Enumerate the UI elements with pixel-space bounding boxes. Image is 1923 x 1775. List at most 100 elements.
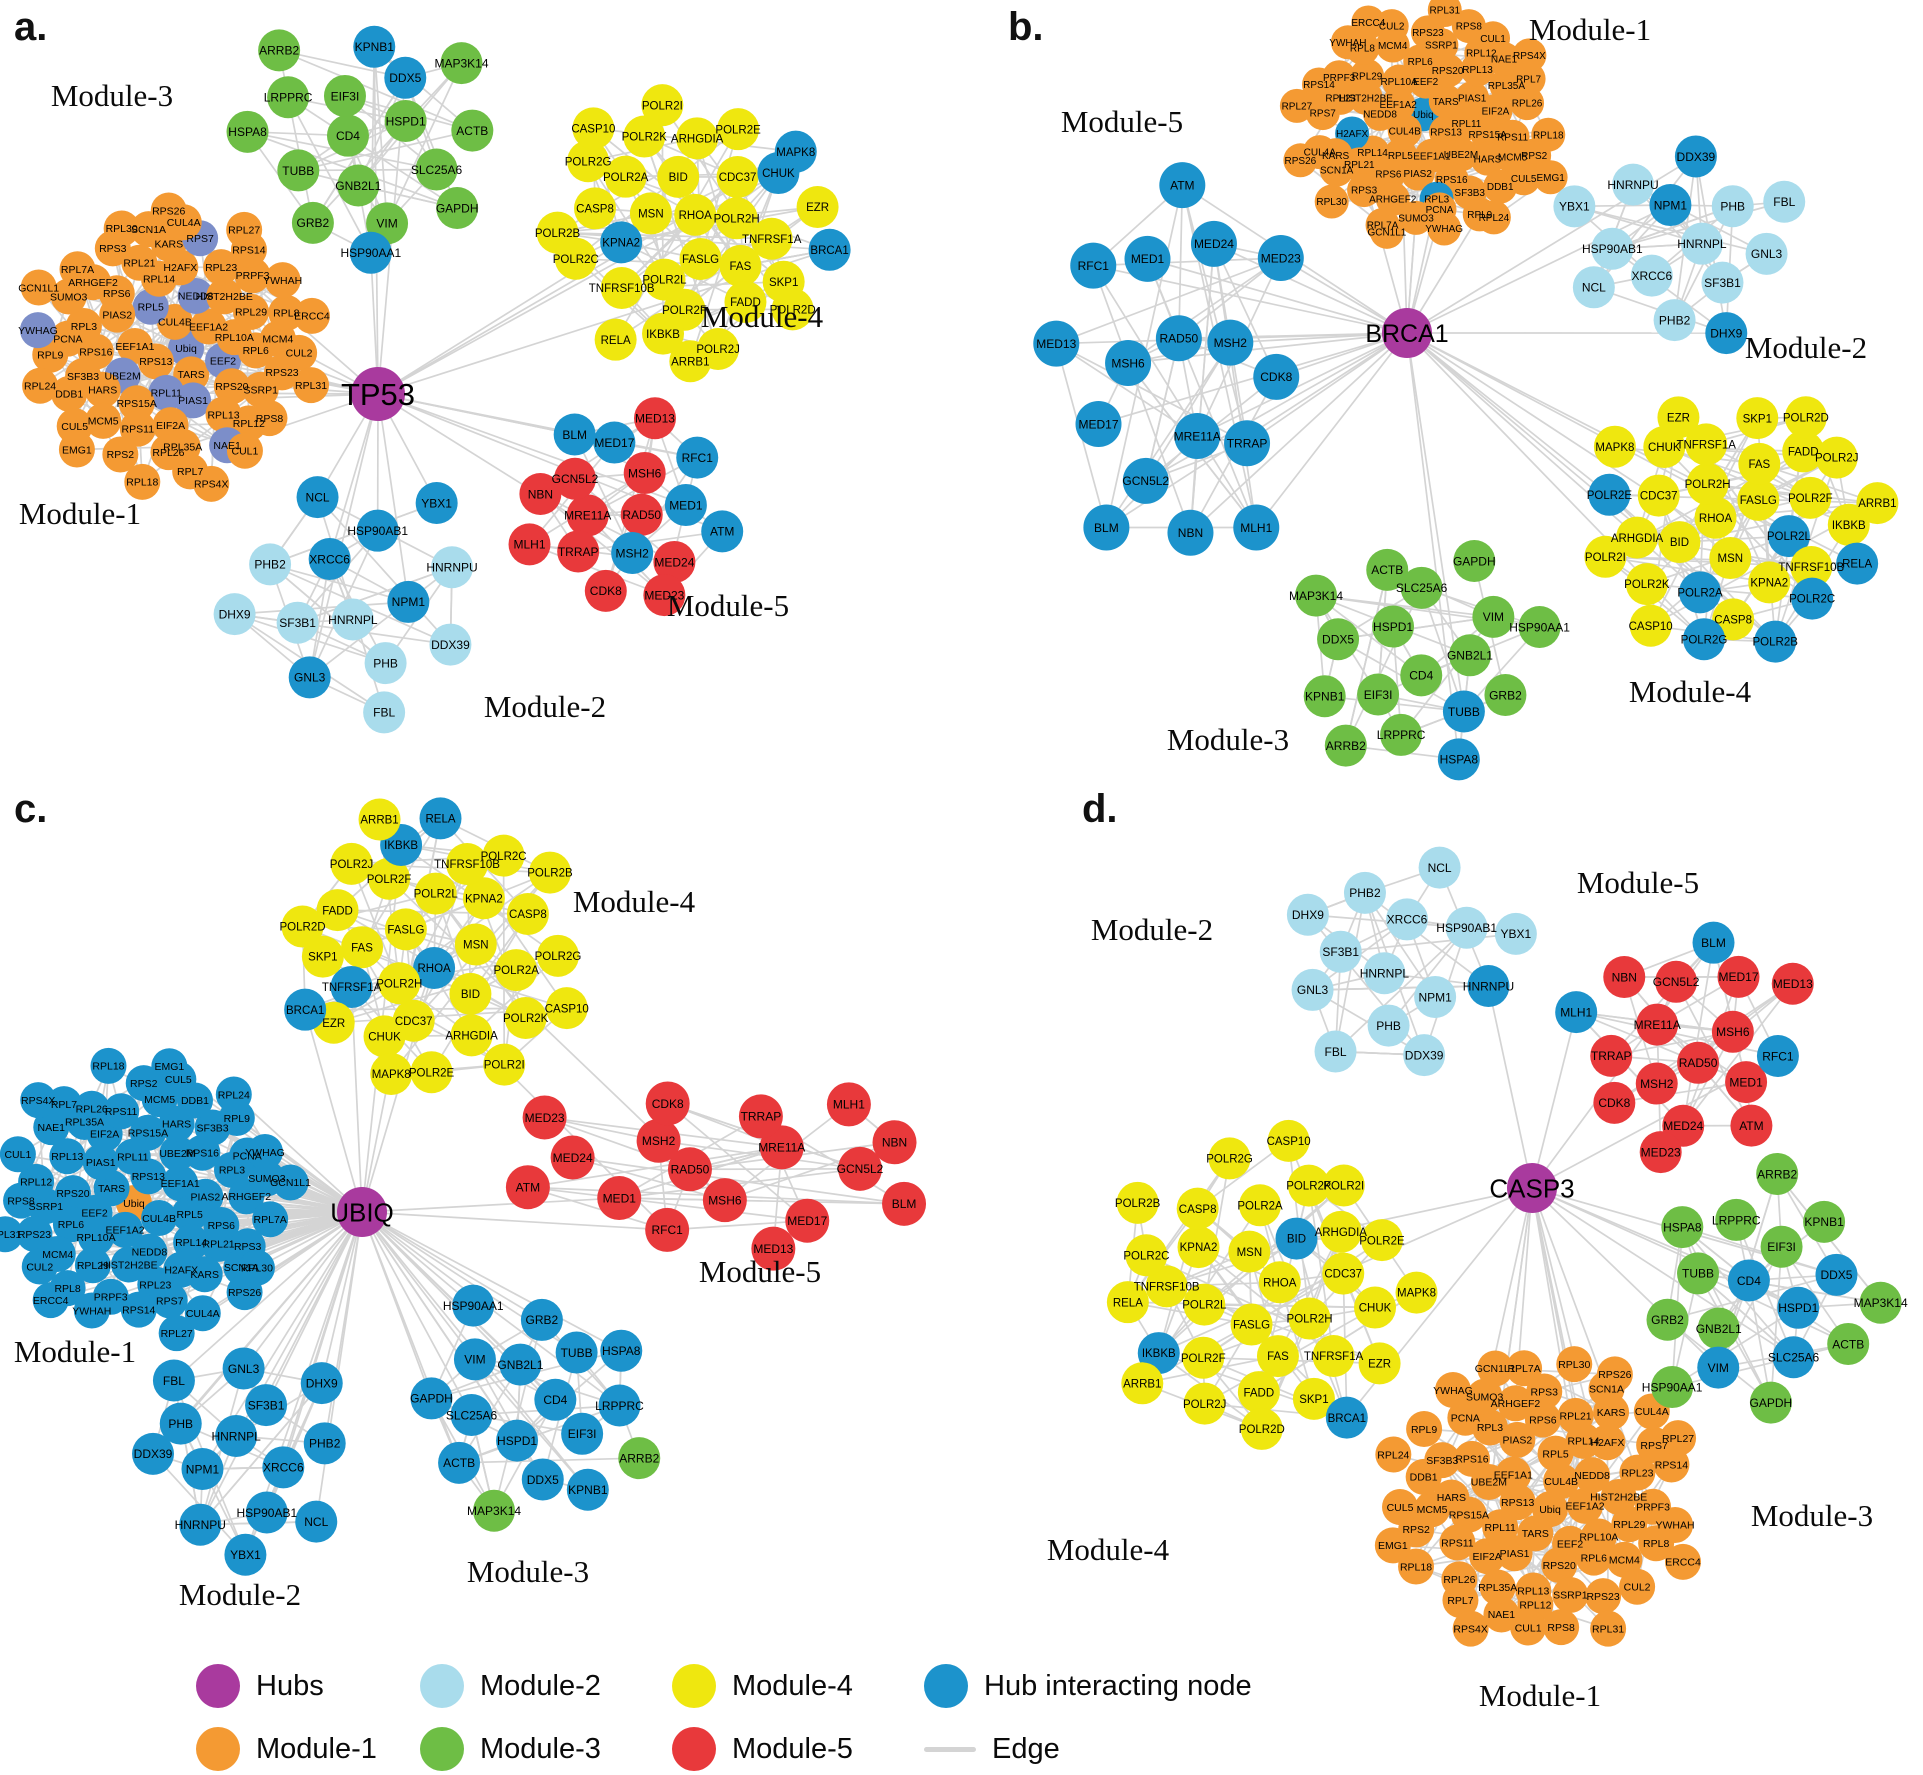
gene-node[interactable]	[1382, 1489, 1419, 1526]
gene-node[interactable]	[341, 926, 384, 969]
gene-node[interactable]	[1686, 463, 1729, 506]
gene-node[interactable]	[604, 155, 647, 198]
gene-node[interactable]	[1537, 1435, 1574, 1472]
gene-node[interactable]	[1400, 654, 1443, 697]
gene-node[interactable]	[872, 1120, 917, 1165]
gene-node[interactable]	[519, 472, 562, 515]
gene-node[interactable]	[1177, 1226, 1220, 1269]
gene-node[interactable]	[213, 593, 256, 636]
gene-node[interactable]	[1375, 1436, 1412, 1473]
gene-node[interactable]	[453, 1338, 496, 1381]
gene-node[interactable]	[553, 457, 596, 500]
gene-node[interactable]	[1174, 413, 1221, 460]
gene-node[interactable]	[440, 42, 483, 85]
gene-node[interactable]	[19, 312, 56, 349]
gene-node[interactable]	[358, 798, 401, 841]
gene-node[interactable]	[545, 987, 588, 1030]
gene-node[interactable]	[1267, 1119, 1310, 1162]
gene-node[interactable]	[1437, 738, 1480, 781]
gene-node[interactable]	[330, 842, 373, 885]
gene-node[interactable]	[536, 934, 579, 977]
gene-node[interactable]	[1347, 173, 1382, 208]
gene-node[interactable]	[1685, 423, 1728, 466]
gene-node[interactable]	[1499, 1484, 1536, 1521]
gene-node[interactable]	[1790, 545, 1833, 588]
gene-node[interactable]	[331, 598, 374, 641]
gene-node[interactable]	[1589, 1424, 1626, 1461]
gene-node[interactable]	[1324, 724, 1367, 767]
gene-node[interactable]	[1827, 503, 1870, 546]
gene-node[interactable]	[1596, 1356, 1633, 1393]
gene-node[interactable]	[436, 187, 479, 230]
gene-node[interactable]	[73, 1292, 110, 1329]
gene-node[interactable]	[151, 1048, 188, 1085]
gene-node[interactable]	[1106, 1281, 1149, 1324]
gene-node[interactable]	[1709, 537, 1752, 580]
gene-node[interactable]	[719, 244, 762, 287]
gene-node[interactable]	[1639, 1131, 1682, 1174]
gene-node[interactable]	[1358, 1342, 1401, 1385]
gene-node[interactable]	[419, 797, 462, 840]
gene-node[interactable]	[482, 834, 525, 877]
gene-node[interactable]	[245, 1384, 288, 1427]
gene-node[interactable]	[600, 1329, 643, 1372]
gene-node[interactable]	[1771, 962, 1814, 1005]
gene-node[interactable]	[1856, 482, 1899, 525]
gene-node[interactable]	[303, 1422, 346, 1465]
gene-node[interactable]	[1730, 1104, 1773, 1147]
gene-node[interactable]	[293, 297, 330, 334]
gene-node[interactable]	[118, 385, 155, 422]
gene-node[interactable]	[1711, 1010, 1754, 1053]
gene-node[interactable]	[1815, 1253, 1858, 1296]
gene-node[interactable]	[645, 1081, 690, 1126]
gene-node[interactable]	[281, 334, 318, 371]
gene-node[interactable]	[1791, 577, 1834, 620]
gene-node[interactable]	[1711, 185, 1754, 228]
gene-node[interactable]	[1322, 1164, 1365, 1207]
gene-node[interactable]	[1836, 542, 1879, 585]
gene-node[interactable]	[572, 107, 615, 150]
gene-node[interactable]	[449, 972, 492, 1015]
gene-node[interactable]	[226, 1274, 263, 1311]
gene-node[interactable]	[1258, 1261, 1301, 1304]
gene-node[interactable]	[1484, 674, 1527, 717]
gene-node[interactable]	[1382, 64, 1417, 99]
gene-node[interactable]	[1288, 1297, 1331, 1340]
gene-node[interactable]	[184, 1295, 221, 1332]
gene-node[interactable]	[337, 164, 380, 207]
gene-node[interactable]	[1033, 320, 1080, 367]
gene-node[interactable]	[1319, 1210, 1362, 1253]
gene-node[interactable]	[555, 1331, 598, 1374]
gene-node[interactable]	[1442, 1582, 1479, 1619]
gene-node[interactable]	[1697, 1346, 1740, 1389]
gene-node[interactable]	[0, 1136, 36, 1173]
gene-node[interactable]	[508, 523, 551, 566]
gene-node[interactable]	[636, 1118, 681, 1163]
gene-node[interactable]	[796, 185, 839, 228]
gene-node[interactable]	[1371, 156, 1406, 191]
gene-node[interactable]	[1372, 605, 1415, 648]
gene-node[interactable]	[1476, 21, 1511, 56]
hub-node[interactable]	[337, 1187, 387, 1237]
gene-node[interactable]	[1207, 319, 1254, 366]
gene-node[interactable]	[1715, 1198, 1758, 1241]
gene-node[interactable]	[1772, 1336, 1815, 1379]
gene-node[interactable]	[1405, 1458, 1442, 1495]
gene-node[interactable]	[247, 1133, 284, 1170]
gene-node[interactable]	[132, 288, 169, 325]
gene-node[interactable]	[226, 211, 263, 248]
gene-node[interactable]	[364, 642, 407, 685]
gene-node[interactable]	[1815, 436, 1858, 479]
gene-node[interactable]	[1167, 509, 1214, 556]
gene-node[interactable]	[566, 1468, 609, 1511]
gene-node[interactable]	[1572, 266, 1615, 309]
gene-node[interactable]	[536, 211, 579, 254]
gene-node[interactable]	[203, 249, 240, 286]
gene-node[interactable]	[785, 1198, 830, 1243]
gene-node[interactable]	[1745, 232, 1788, 275]
gene-node[interactable]	[1291, 968, 1334, 1011]
gene-node[interactable]	[826, 1082, 871, 1127]
gene-node[interactable]	[1635, 1062, 1678, 1105]
gene-node[interactable]	[838, 1146, 883, 1191]
gene-node[interactable]	[22, 367, 59, 404]
